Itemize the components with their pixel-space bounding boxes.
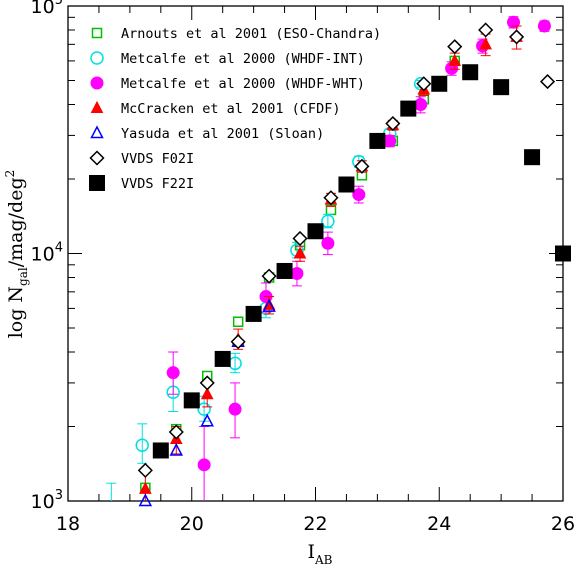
axis-ticks xyxy=(67,5,564,502)
x-tick-label: 20 xyxy=(180,513,204,535)
data-point xyxy=(137,462,153,478)
data-point xyxy=(261,268,277,284)
legend-label: Metcalfe et al 2000 (WHDF-WHT) xyxy=(121,76,365,92)
data-point xyxy=(431,75,448,92)
legend-marker xyxy=(90,125,104,139)
x-tick-label: 22 xyxy=(303,513,327,535)
legend-marker xyxy=(89,150,105,166)
legend-label: VVDS F22I xyxy=(121,176,194,192)
data-point xyxy=(400,100,417,117)
data-point xyxy=(200,413,214,427)
legend-marker xyxy=(91,27,103,39)
x-tick-label: 24 xyxy=(427,513,451,535)
data-point xyxy=(230,334,246,350)
x-axis-title: IAB xyxy=(308,541,333,567)
data-point xyxy=(276,262,293,279)
data-point xyxy=(414,97,428,111)
data-point xyxy=(479,37,492,50)
data-point xyxy=(290,267,304,281)
data-point xyxy=(262,299,276,312)
data-point xyxy=(369,132,386,149)
data-point xyxy=(509,29,525,45)
data-point xyxy=(183,392,200,409)
data-point xyxy=(169,442,184,456)
data-point xyxy=(200,387,214,400)
data-point xyxy=(228,402,242,416)
data-point xyxy=(214,350,231,367)
legend-label: Arnouts et al 2001 (ESO-Chandra) xyxy=(121,26,381,42)
data-point xyxy=(524,149,541,166)
data-point xyxy=(197,458,211,472)
data-point xyxy=(293,246,307,259)
data-point xyxy=(245,305,262,322)
data-point xyxy=(307,223,324,240)
data-point xyxy=(321,214,335,228)
data-point xyxy=(197,402,211,416)
series-6 xyxy=(152,64,571,459)
data-point xyxy=(383,134,397,148)
data-point xyxy=(321,236,335,250)
data-point xyxy=(354,158,370,174)
legend-item: McCracken et al 2001 (CFDF) xyxy=(90,100,340,117)
legend-marker xyxy=(90,51,104,65)
legend-item: VVDS F22I xyxy=(89,175,194,192)
legend-label: McCracken et al 2001 (CFDF) xyxy=(121,101,340,117)
legend-label: Metcalfe et al 2000 (WHDF-INT) xyxy=(121,51,365,67)
data-point xyxy=(135,438,149,452)
data-point xyxy=(507,15,520,29)
legend-marker xyxy=(90,76,104,90)
series-3 xyxy=(139,25,523,501)
legend-item: VVDS F02I xyxy=(89,150,194,167)
legend: Arnouts et al 2001 (ESO-Chandra) Metcalfe… xyxy=(89,26,381,192)
y-tick-label: 104 xyxy=(31,241,63,266)
x-tick-label: 18 xyxy=(56,513,80,535)
data-point xyxy=(338,176,355,193)
legend-item: Metcalfe et al 2000 (WHDF-WHT) xyxy=(90,76,365,92)
data-point xyxy=(537,19,551,33)
data-point xyxy=(232,316,244,327)
legend-marker xyxy=(89,175,105,191)
legend-label: VVDS F02I xyxy=(121,151,194,167)
data-points xyxy=(106,15,571,507)
legend-label: Yasuda et al 2001 (Sloan) xyxy=(121,126,324,142)
data-point xyxy=(166,366,180,380)
data-point xyxy=(139,481,152,494)
legend-item: Arnouts et al 2001 (ESO-Chandra) xyxy=(91,26,381,42)
data-point xyxy=(493,79,510,96)
legend-marker xyxy=(90,100,104,113)
data-point xyxy=(448,53,462,66)
data-point xyxy=(199,375,215,391)
data-point xyxy=(416,76,432,92)
data-point xyxy=(352,188,366,202)
data-point xyxy=(478,22,494,38)
data-point xyxy=(138,493,153,507)
data-point xyxy=(152,442,169,459)
data-point xyxy=(539,74,556,90)
tick-labels: 18 20 22 24 26 103 104 105 xyxy=(31,0,576,535)
legend-item: Yasuda et al 2001 (Sloan) xyxy=(90,125,324,142)
x-tick-label: 26 xyxy=(551,513,575,535)
y-tick-label: 105 xyxy=(31,0,63,18)
data-point xyxy=(447,39,463,55)
series-5 xyxy=(137,22,556,478)
data-point xyxy=(168,424,184,440)
data-point xyxy=(323,190,339,206)
data-point xyxy=(555,245,571,262)
y-axis-title: log Ngal/mag/deg2 xyxy=(3,170,30,339)
data-point xyxy=(292,230,308,247)
y-tick-label: 103 xyxy=(31,488,63,513)
data-point xyxy=(385,115,401,132)
data-point xyxy=(462,64,479,81)
legend-item: Metcalfe et al 2000 (WHDF-INT) xyxy=(90,51,365,67)
